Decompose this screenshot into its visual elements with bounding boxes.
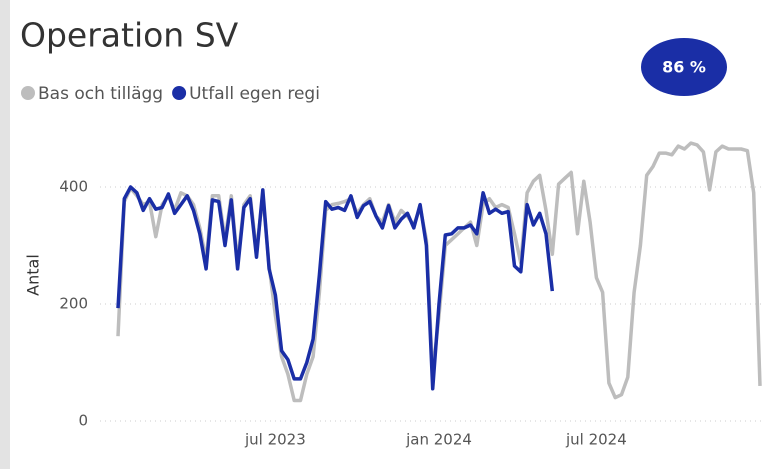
- y-tick-label: 400: [59, 178, 88, 196]
- legend-marker: [21, 86, 35, 100]
- legend-marker: [172, 86, 187, 100]
- x-tick-label: jul 2024: [565, 431, 627, 449]
- legend-label: Utfall egen regi: [189, 84, 320, 104]
- badge: [641, 38, 727, 96]
- y-axis-label: Antal: [24, 254, 43, 296]
- x-tick-label: jan 2024: [405, 431, 472, 449]
- chart-title: Operation SV: [20, 16, 239, 55]
- y-tick-label: 0: [78, 412, 88, 430]
- y-tick-label: 200: [59, 295, 88, 313]
- legend-label: Bas och tillägg: [38, 84, 163, 104]
- badge-text: 86 %: [662, 58, 706, 77]
- side-bar: [0, 0, 10, 469]
- x-tick-label: jul 2023: [244, 431, 306, 449]
- series-line: [116, 185, 555, 391]
- series-line: [116, 141, 762, 403]
